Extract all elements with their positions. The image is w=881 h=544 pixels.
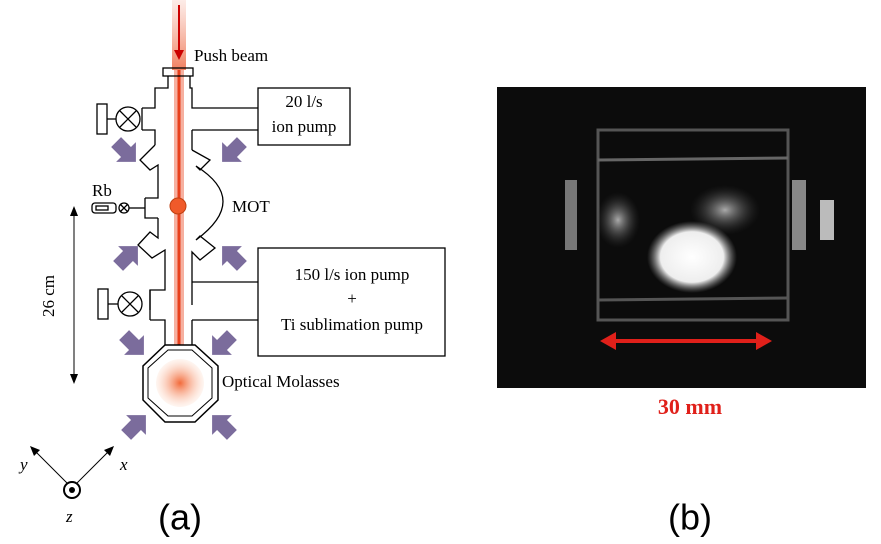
label: Rb xyxy=(92,181,112,200)
photo xyxy=(497,87,866,388)
label: Optical Molasses xyxy=(222,372,340,391)
axis-label: x xyxy=(119,455,128,474)
label: ion pump xyxy=(272,117,337,136)
push-beam xyxy=(170,0,186,355)
caption: (a) xyxy=(158,497,202,538)
scale-label: 30 mm xyxy=(658,394,722,419)
label: + xyxy=(347,289,357,308)
axes-icon xyxy=(30,446,114,498)
vacuum-system xyxy=(92,68,445,422)
label: Ti sublimation pump xyxy=(281,315,423,334)
label: 20 l/s xyxy=(285,92,322,111)
figure: 26 cm Push beam 20 l/s ion pump Rb MOT 1… xyxy=(0,0,881,544)
label: Push beam xyxy=(194,46,268,65)
axis-label: z xyxy=(65,507,73,526)
caption: (b) xyxy=(668,497,712,538)
axis-label: y xyxy=(18,455,28,474)
label: 150 l/s ion pump xyxy=(295,265,410,284)
height-label: 26 cm xyxy=(39,275,58,317)
label: MOT xyxy=(232,197,270,216)
height-bar xyxy=(70,206,78,384)
